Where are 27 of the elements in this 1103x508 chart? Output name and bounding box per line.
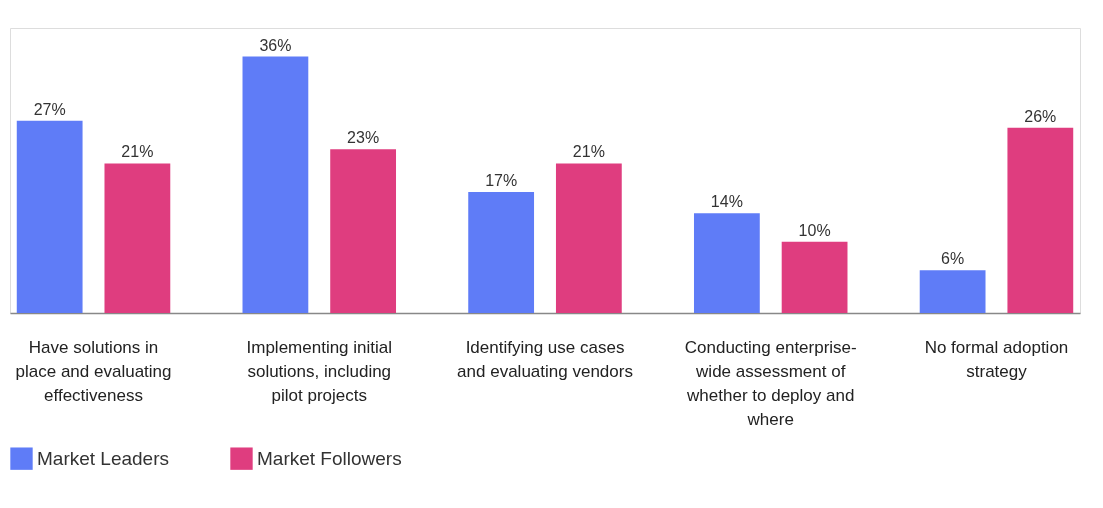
x-tick-label: No formal adoption strategy: [924, 337, 1069, 381]
bar: [555, 163, 622, 313]
bar: [16, 120, 83, 313]
data-label: 14%: [710, 193, 743, 211]
data-label: 36%: [259, 36, 292, 54]
legend-label: Market Leaders: [37, 447, 170, 469]
bar: [919, 270, 986, 313]
bar: [330, 149, 397, 313]
bar: [781, 241, 848, 313]
data-label: 27%: [33, 100, 66, 118]
data-label: 10%: [798, 221, 831, 239]
data-label: 26%: [1024, 107, 1057, 125]
data-label: 17%: [485, 171, 518, 189]
bar: [693, 213, 760, 313]
data-label: 6%: [941, 250, 965, 268]
bar: [104, 163, 171, 313]
data-label: 21%: [572, 143, 605, 161]
x-tick-label: Identifying use cases and evaluating vendors: [457, 337, 633, 381]
data-label: 21%: [121, 143, 154, 161]
data-label: 23%: [347, 129, 380, 147]
bar: [468, 191, 535, 313]
x-tick-label: Have solutions in place and evaluating effectiveness: [15, 337, 172, 405]
bar: [1007, 127, 1074, 313]
legend-label: Market Followers: [257, 447, 402, 469]
x-tick-label: Conducting enterprise-wide assessment of whether to deploy and where: [684, 337, 857, 429]
bar: [242, 56, 309, 313]
x-tick-label: Implementing initial solutions, including pilot projects: [246, 337, 393, 405]
